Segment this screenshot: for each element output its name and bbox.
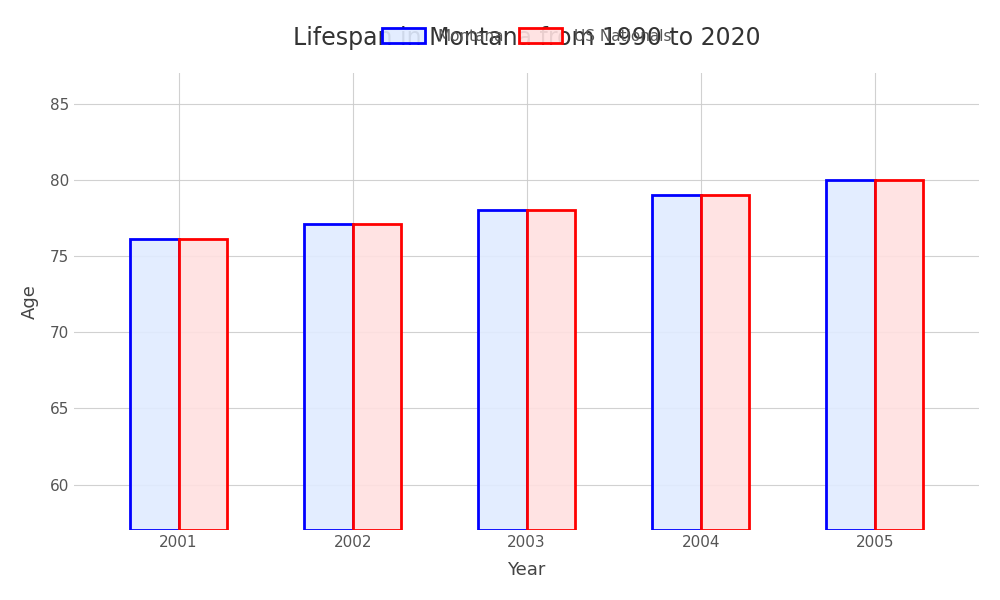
X-axis label: Year: Year <box>507 561 546 579</box>
Bar <box>826 180 875 530</box>
Y-axis label: Age: Age <box>21 284 39 319</box>
Bar <box>527 211 575 530</box>
Bar <box>353 224 401 530</box>
Bar <box>652 195 701 530</box>
Title: Lifespan in Montana from 1990 to 2020: Lifespan in Montana from 1990 to 2020 <box>293 26 760 50</box>
Bar <box>304 224 353 530</box>
Bar <box>130 239 179 530</box>
Bar <box>701 195 749 530</box>
Legend: Montana, US Nationals: Montana, US Nationals <box>376 22 677 50</box>
Bar <box>478 211 527 530</box>
Bar <box>179 239 227 530</box>
Bar <box>875 180 923 530</box>
